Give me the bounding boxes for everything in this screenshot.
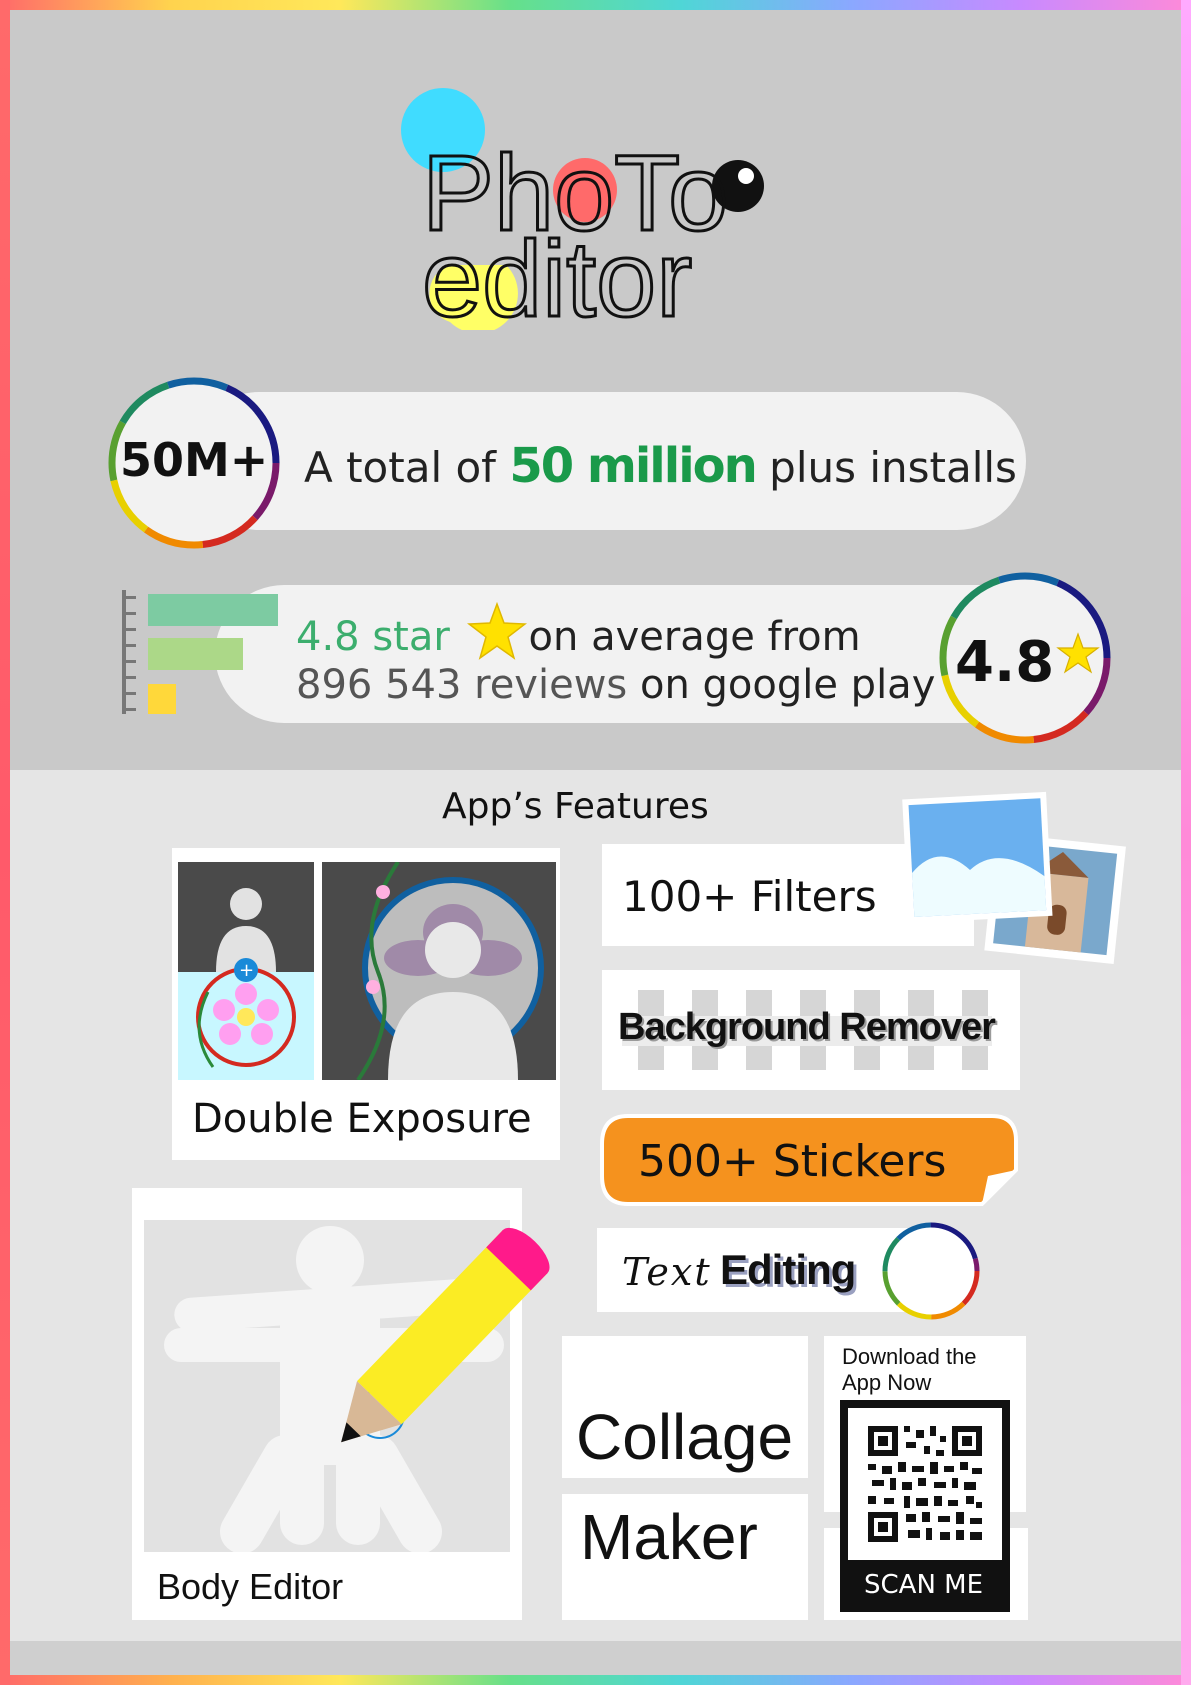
collage-card-bottom <box>562 1494 808 1620</box>
installs-badge: 50M+ <box>120 433 269 487</box>
star-icon <box>466 601 527 660</box>
text-editing-ring-icon <box>882 1222 980 1320</box>
rating-line1-rest: on average from <box>528 614 861 660</box>
pencil-icon <box>341 1227 550 1443</box>
rating-line1: 4.8 star on average from <box>296 601 861 660</box>
body-editor-label: Body Editor <box>157 1566 344 1607</box>
logo-cyan-dot <box>401 88 485 172</box>
logo-line2-text: editor <box>422 218 692 330</box>
stickers-label: 500+ Stickers <box>638 1136 947 1187</box>
logo-yellow-shape <box>429 265 518 330</box>
rating-badge: 4.8 <box>955 630 1055 695</box>
text-editing-script: Text <box>622 1250 712 1294</box>
installs-statement: A total of 50 million plus installs <box>304 438 1017 494</box>
rating-pill <box>215 585 1055 723</box>
rainbow-border-right <box>1181 0 1191 1685</box>
rating-rainbow-ring-icon <box>939 572 1111 744</box>
footer-strip <box>10 1641 1181 1675</box>
double-exposure-label: Double Exposure <box>192 1096 532 1142</box>
rainbow-border-bottom <box>0 1675 1191 1685</box>
installs-text-before: A total of <box>304 443 496 492</box>
double-exposure-illustration: + <box>178 862 556 1080</box>
filters-label: 100+ Filters <box>622 872 877 921</box>
body-editor-illustration <box>144 1220 550 1552</box>
rating-line2-rest: on google play <box>639 662 936 708</box>
rating-line2-highlight: 896 543 reviews <box>296 662 628 708</box>
download-heading-line1: Download the <box>842 1344 977 1369</box>
rainbow-border-top <box>0 0 1191 10</box>
sticker-badge-shape <box>600 1114 1018 1206</box>
collage-card-top <box>562 1336 808 1478</box>
qr-code-icon[interactable] <box>848 1408 1002 1560</box>
rating-line1-highlight: 4.8 star <box>296 614 450 660</box>
installs-highlight: 50 million <box>509 438 757 494</box>
collage-label-line1: Collage <box>576 1401 794 1473</box>
scan-me-label[interactable]: SCAN ME <box>864 1570 984 1600</box>
installs-text-after: plus installs <box>769 443 1017 492</box>
installs-rainbow-ring-icon <box>108 377 280 549</box>
background-remover-label: Background Remover <box>618 1006 996 1048</box>
checkerboard-pattern <box>622 990 992 1070</box>
features-title: App’s Features <box>442 786 709 827</box>
rainbow-border-left <box>0 0 10 1685</box>
installs-pill <box>190 392 1026 530</box>
collage-label-line2: Maker <box>580 1501 758 1573</box>
rating-bars-icon <box>122 590 278 714</box>
text-editing-bold: Editing <box>720 1246 856 1293</box>
download-heading: Download the App Now <box>842 1344 977 1396</box>
app-logo: PhoTo editor <box>401 88 764 330</box>
download-heading-line2: App Now <box>842 1370 932 1395</box>
logo-line1-text: PhoTo <box>422 132 728 253</box>
text-editing-card <box>597 1228 927 1312</box>
rating-line2: 896 543 reviews on google play <box>296 662 935 708</box>
svg-text:+: + <box>239 960 254 981</box>
logo-coral-dot <box>553 158 617 222</box>
photos-icon <box>902 791 1126 964</box>
